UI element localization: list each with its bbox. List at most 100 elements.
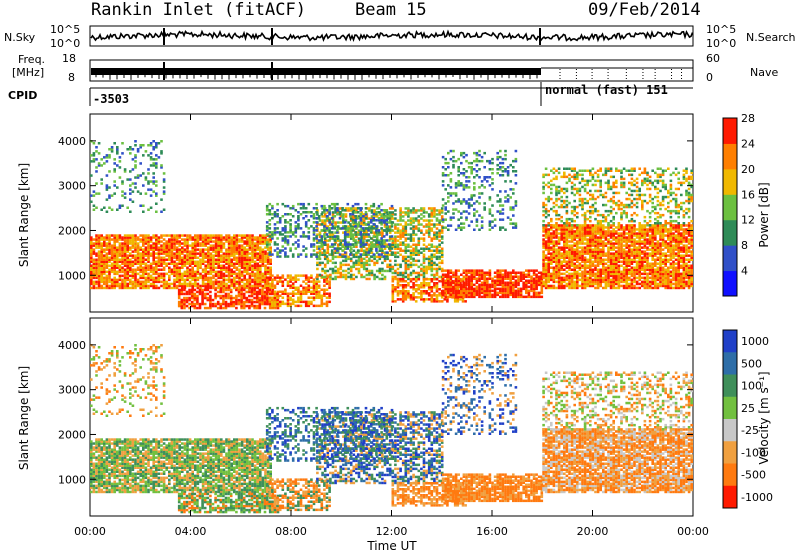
power-cell bbox=[227, 268, 231, 271]
power-cell bbox=[589, 224, 592, 227]
power-cell bbox=[381, 243, 384, 246]
power-cell bbox=[284, 292, 287, 295]
power-cell bbox=[261, 276, 265, 280]
power-cell bbox=[235, 262, 239, 265]
power-cell bbox=[191, 274, 194, 278]
power-cell bbox=[412, 237, 415, 240]
power-cell bbox=[641, 276, 644, 280]
power-cell bbox=[251, 234, 254, 237]
power-cell bbox=[186, 274, 189, 278]
power-cell bbox=[136, 266, 140, 269]
power-cell bbox=[144, 276, 148, 280]
power-cell bbox=[318, 251, 322, 254]
power-cell bbox=[116, 246, 119, 249]
power-cell bbox=[242, 304, 246, 308]
power-cell bbox=[103, 278, 106, 282]
power-cell bbox=[188, 264, 192, 267]
power-cell bbox=[242, 302, 246, 306]
power-cell bbox=[517, 275, 520, 278]
power-cell bbox=[121, 278, 124, 282]
power-cell bbox=[191, 266, 194, 269]
power-cell bbox=[381, 251, 384, 254]
power-cell bbox=[188, 274, 192, 278]
power-cell bbox=[113, 234, 116, 237]
power-cell bbox=[422, 237, 426, 240]
power-cell bbox=[412, 207, 415, 210]
power-cell bbox=[527, 285, 531, 289]
power-cell bbox=[152, 254, 155, 257]
power-cell bbox=[248, 290, 251, 294]
power-cell bbox=[235, 294, 238, 298]
power-cell bbox=[304, 276, 308, 279]
power-cell bbox=[271, 296, 274, 299]
power-cell bbox=[320, 288, 324, 291]
power-cell bbox=[459, 298, 462, 301]
power-cell bbox=[261, 272, 265, 276]
power-cell bbox=[108, 278, 111, 282]
power-cell bbox=[399, 247, 402, 250]
power-cell bbox=[373, 255, 376, 259]
power-cell bbox=[175, 242, 179, 245]
power-cell bbox=[181, 272, 184, 276]
power-cell bbox=[607, 238, 610, 241]
power-cell bbox=[291, 278, 295, 281]
power-cell bbox=[370, 211, 374, 214]
power-cell bbox=[312, 280, 316, 283]
power-cell bbox=[92, 282, 96, 286]
power-cell bbox=[152, 268, 155, 271]
power-cell bbox=[264, 270, 267, 274]
power-cell bbox=[583, 256, 587, 259]
power-cell bbox=[365, 269, 369, 273]
power-cell bbox=[178, 266, 181, 269]
power-cell bbox=[409, 233, 413, 236]
noise-right-tick-bottom: 10^0 bbox=[706, 37, 737, 50]
power-cell bbox=[493, 271, 497, 274]
power-cell bbox=[578, 224, 582, 227]
power-cell bbox=[334, 265, 337, 269]
power-cell bbox=[240, 304, 243, 308]
power-cell bbox=[339, 267, 343, 271]
power-cell bbox=[201, 240, 205, 243]
power-cell bbox=[165, 254, 168, 257]
power-cell bbox=[175, 278, 179, 282]
power-cell bbox=[291, 290, 295, 293]
power-cell bbox=[386, 213, 389, 216]
power-cell bbox=[97, 260, 101, 263]
power-cell bbox=[420, 282, 423, 285]
power-cell bbox=[325, 292, 329, 295]
noise-sky-line bbox=[90, 29, 694, 43]
power-cell bbox=[196, 236, 200, 239]
power-cell bbox=[199, 272, 202, 276]
power-cell bbox=[630, 266, 634, 269]
power-cell bbox=[396, 263, 400, 267]
power-cell bbox=[100, 234, 103, 237]
power-cell bbox=[243, 248, 246, 251]
power-cell bbox=[604, 226, 608, 229]
power-cell bbox=[123, 272, 127, 276]
power-cell bbox=[261, 248, 265, 251]
power-cell bbox=[331, 219, 335, 222]
power-cell bbox=[304, 286, 308, 289]
power-cell bbox=[427, 292, 431, 295]
power-cell bbox=[123, 274, 127, 278]
power-cell bbox=[160, 284, 163, 288]
power-cell bbox=[253, 250, 257, 253]
power-cell bbox=[108, 238, 111, 241]
power-cell bbox=[142, 268, 145, 271]
power-cell bbox=[422, 265, 426, 269]
power-cell bbox=[230, 274, 233, 278]
power-cell bbox=[185, 290, 189, 294]
power-cell bbox=[155, 248, 158, 251]
power-cell bbox=[329, 267, 332, 271]
power-cell bbox=[220, 256, 223, 259]
power-cell bbox=[256, 270, 259, 274]
power-cell bbox=[261, 254, 265, 257]
power-cell bbox=[134, 262, 137, 265]
power-cell bbox=[116, 260, 119, 263]
power-cell bbox=[552, 240, 556, 243]
power-cell bbox=[97, 278, 101, 282]
power-cell bbox=[212, 270, 215, 274]
power-cell bbox=[194, 278, 197, 282]
power-cell bbox=[123, 242, 127, 245]
power-cell bbox=[537, 291, 541, 295]
